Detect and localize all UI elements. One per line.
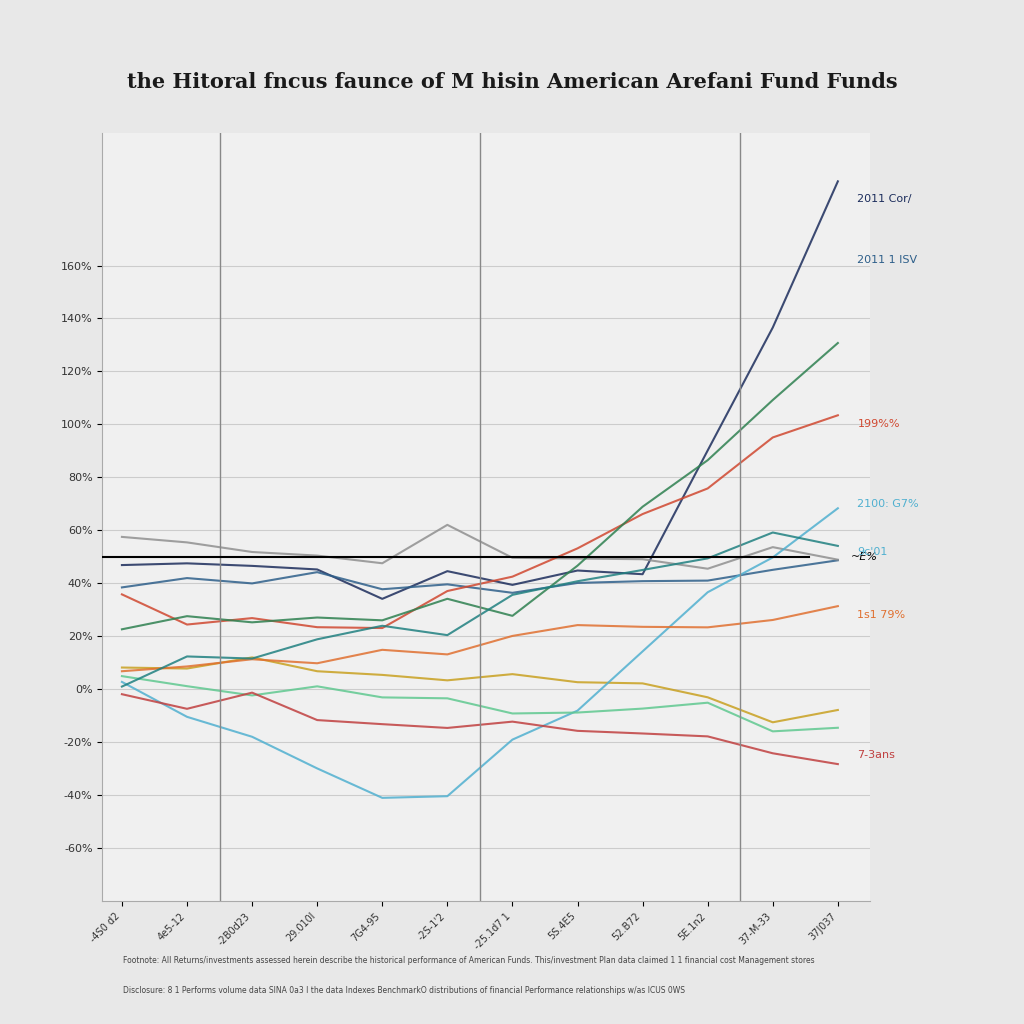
Text: Disclosure: 8 1 Performs volume data SINA 0a3 I the data Indexes BenchmarkO dist: Disclosure: 8 1 Performs volume data SIN…: [123, 986, 685, 995]
Text: 199%%: 199%%: [857, 420, 900, 429]
Text: the Hitoral fncus faunce of M hisin American Arefani Fund Funds: the Hitoral fncus faunce of M hisin Amer…: [127, 72, 897, 92]
Text: 9c'01: 9c'01: [857, 547, 888, 557]
Text: 2011 Cor/: 2011 Cor/: [857, 195, 912, 205]
Text: 1s1 79%: 1s1 79%: [857, 610, 905, 621]
Text: 7-3ans: 7-3ans: [857, 751, 895, 761]
Text: Footnote: All Returns/investments assessed herein describe the historical perfor: Footnote: All Returns/investments assess…: [123, 955, 814, 965]
Text: 2011 1 ISV: 2011 1 ISV: [857, 255, 918, 265]
Text: 2100: G7%: 2100: G7%: [857, 499, 919, 509]
Text: ~E%: ~E%: [851, 552, 878, 562]
